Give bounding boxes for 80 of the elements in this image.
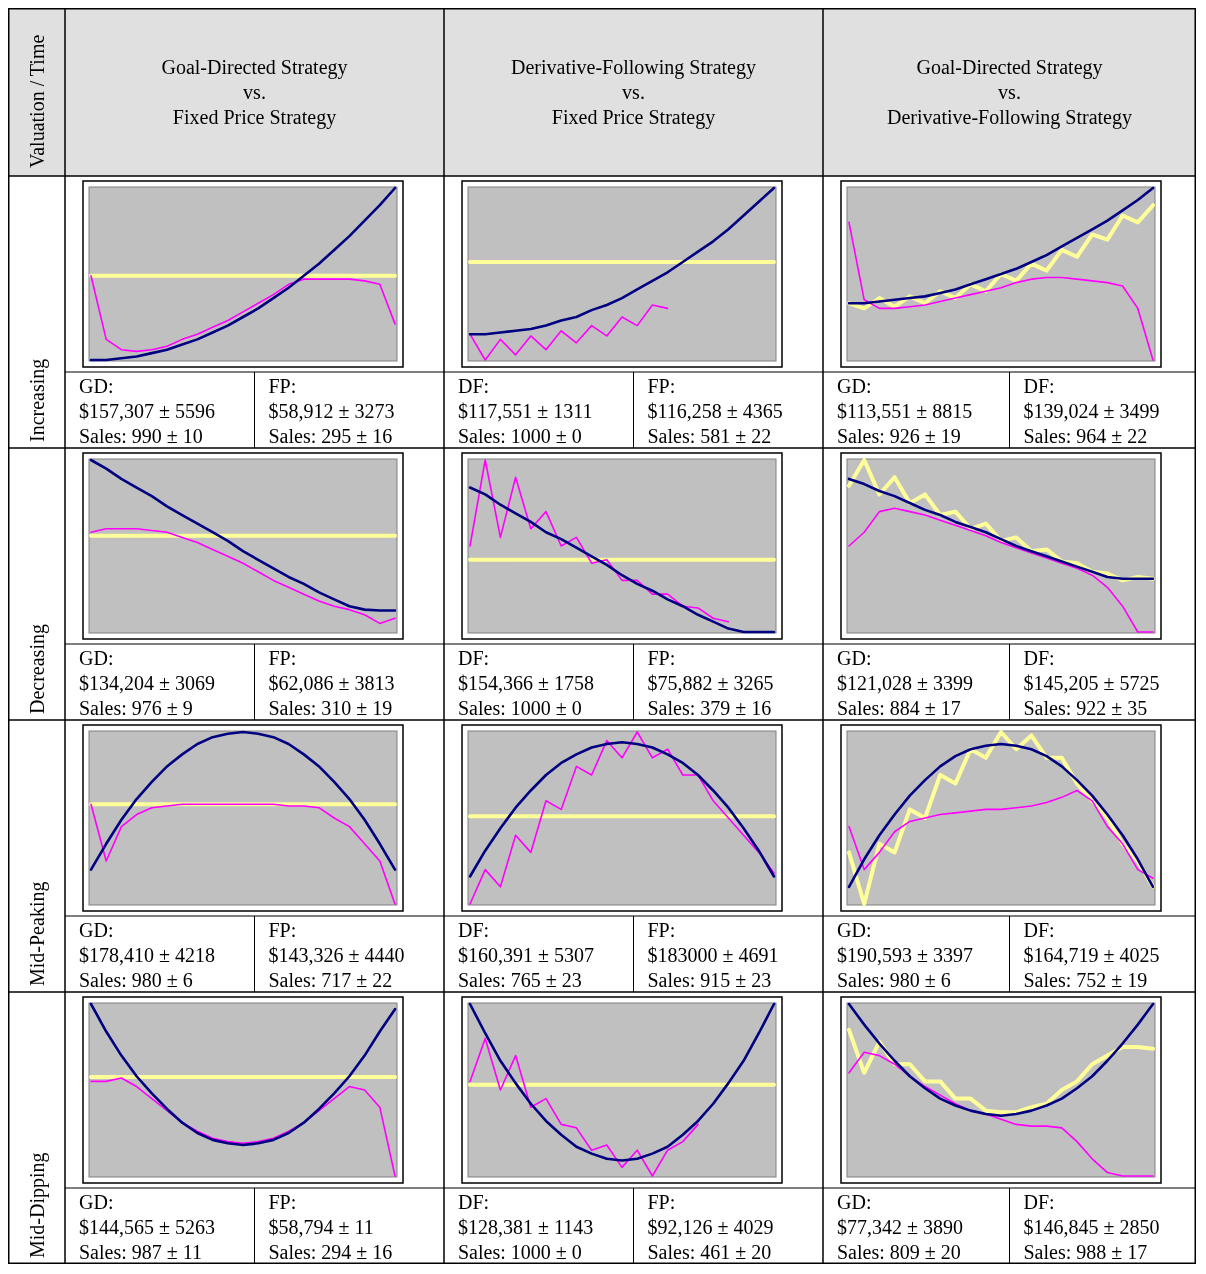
- text: $164,719 ± 4025: [1023, 944, 1160, 966]
- text: $143,326 ± 4440: [268, 944, 405, 966]
- text: GD:: [837, 375, 872, 397]
- text: Sales: 987 ± 11: [79, 1241, 203, 1263]
- text: FP:: [647, 647, 676, 669]
- text: FP:: [647, 1191, 676, 1213]
- text: Sales: 461 ± 20: [647, 1241, 772, 1263]
- text: Sales: 1000 ± 0: [458, 425, 582, 447]
- text: Increasing: [25, 358, 49, 442]
- text: $62,086 ± 3813: [268, 672, 395, 694]
- text: DF:: [458, 647, 490, 669]
- text: GD:: [79, 1191, 114, 1213]
- text: Valuation / Time: [25, 34, 48, 168]
- text: $145,205 ± 5725: [1023, 672, 1160, 694]
- text: Sales: 884 ± 17: [837, 697, 961, 719]
- text: $58,794 ± 11: [268, 1216, 374, 1238]
- text: Sales: 964 ± 22: [1023, 425, 1148, 447]
- text: Sales: 1000 ± 0: [458, 1241, 582, 1263]
- text: Mid-Peaking: [25, 881, 49, 986]
- text: DF:: [1023, 1191, 1055, 1213]
- text: Sales: 990 ± 10: [79, 425, 203, 447]
- text: Sales: 765 ± 23: [458, 969, 582, 991]
- text: Sales: 752 ± 19: [1023, 969, 1148, 991]
- text: FP:: [268, 1191, 297, 1213]
- text: DF:: [458, 375, 490, 397]
- text: $128,381 ± 1143: [458, 1216, 594, 1238]
- text: $134,204 ± 3069: [79, 672, 215, 694]
- text: DF:: [1023, 647, 1055, 669]
- text: Sales: 976 ± 9: [79, 697, 193, 719]
- text: Sales: 1000 ± 0: [458, 697, 582, 719]
- text: $77,342 ± 3890: [837, 1216, 963, 1238]
- text: $116,258 ± 4365: [647, 400, 783, 422]
- text: $113,551 ± 8815: [837, 400, 973, 422]
- text: GD:: [837, 647, 872, 669]
- text: Sales: 980 ± 6: [837, 969, 951, 991]
- text: $183000 ± 4691: [647, 944, 779, 966]
- text: GD:: [79, 919, 114, 941]
- text: $139,024 ± 3499: [1023, 400, 1160, 422]
- text: Sales: 809 ± 20: [837, 1241, 961, 1263]
- text: FP:: [268, 375, 297, 397]
- text: DF:: [458, 919, 490, 941]
- text: FP:: [268, 919, 297, 941]
- text: $146,845 ± 2850: [1023, 1216, 1160, 1238]
- text: $160,391 ± 5307: [458, 944, 594, 966]
- text: $121,028 ± 3399: [837, 672, 973, 694]
- text: $190,593 ± 3397: [837, 944, 973, 966]
- text: Sales: 717 ± 22: [268, 969, 393, 991]
- text: FP:: [268, 647, 297, 669]
- text: Sales: 581 ± 22: [647, 425, 772, 447]
- text: Sales: 922 ± 35: [1023, 697, 1148, 719]
- text: DF:: [1023, 375, 1055, 397]
- text: $92,126 ± 4029: [647, 1216, 774, 1238]
- text: Sales: 926 ± 19: [837, 425, 961, 447]
- text: FP:: [647, 375, 676, 397]
- text: Sales: 379 ± 16: [647, 697, 772, 719]
- text: Sales: 980 ± 6: [79, 969, 193, 991]
- text: Sales: 988 ± 17: [1023, 1241, 1148, 1263]
- text: Goal-Directed Strategy vs. Fixed Price Strategy: [161, 56, 348, 129]
- text: GD:: [837, 919, 872, 941]
- text: $117,551 ± 1311: [458, 400, 593, 422]
- text: $154,366 ± 1758: [458, 672, 594, 694]
- text: Mid-Dipping: [25, 1152, 49, 1258]
- text: Sales: 915 ± 23: [647, 969, 772, 991]
- text: GD:: [79, 375, 114, 397]
- text: DF:: [458, 1191, 490, 1213]
- text: $157,307 ± 5596: [79, 400, 215, 422]
- text: Goal-Directed Strategy vs. Derivative-Following Strategy: [887, 56, 1132, 129]
- text: DF:: [1023, 919, 1055, 941]
- text: Sales: 310 ± 19: [268, 697, 393, 719]
- text: $75,882 ± 3265: [647, 672, 774, 694]
- text: Sales: 295 ± 16: [268, 425, 393, 447]
- text: FP:: [647, 919, 676, 941]
- text: GD:: [79, 647, 114, 669]
- text: Decreasing: [25, 624, 49, 714]
- text: Sales: 294 ± 16: [268, 1241, 393, 1263]
- text: Derivative-Following Strategy vs. Fixed Price Strategy: [511, 56, 756, 129]
- text: GD:: [837, 1191, 872, 1213]
- text: $144,565 ± 5263: [79, 1216, 215, 1238]
- text: $178,410 ± 4218: [79, 944, 215, 966]
- text: $58,912 ± 3273: [268, 400, 395, 422]
